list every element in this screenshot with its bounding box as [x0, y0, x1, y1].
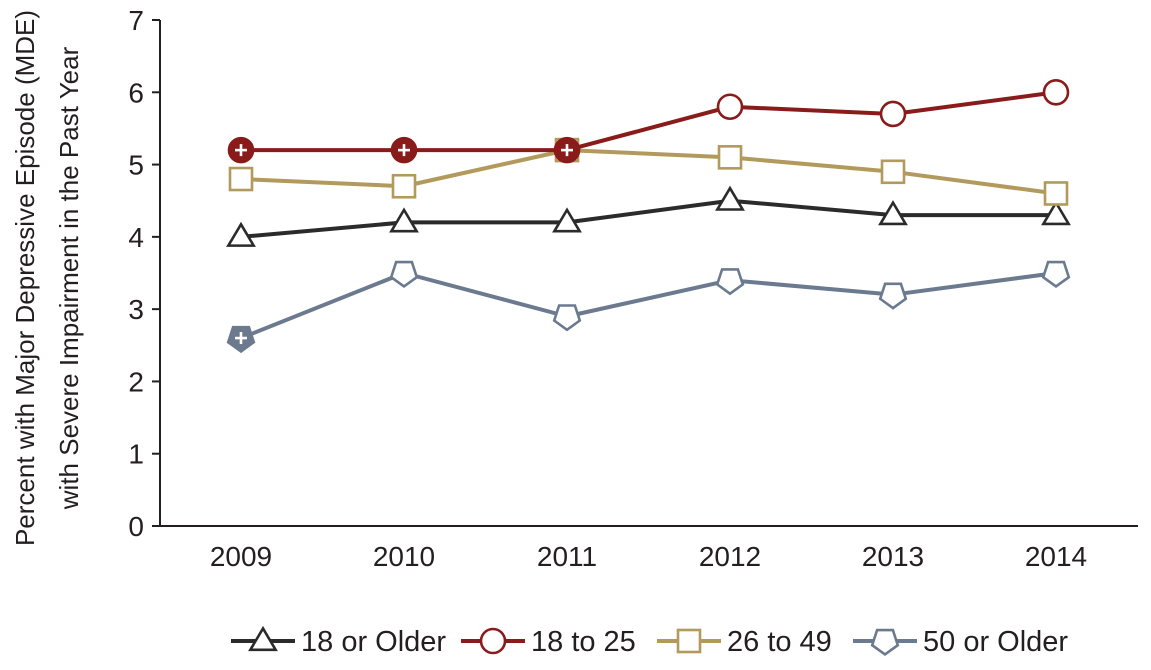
data-point-circle	[1042, 78, 1070, 106]
legend-item: 18 to 25	[461, 626, 636, 658]
legend-item: 26 to 49	[657, 626, 832, 658]
legend-item: 50 or Older	[853, 626, 1068, 658]
legend-label: 18 or Older	[301, 626, 446, 658]
x-axis-ticks: 2009 2010 2011 2012 2013 2014	[210, 541, 1087, 572]
data-point-triangle	[878, 200, 908, 226]
data-point-square	[717, 145, 743, 170]
legend-marker-circle	[479, 627, 507, 655]
significance-plus-icon	[235, 332, 247, 345]
series-18-to-25	[227, 78, 1070, 164]
significance-plus-icon	[398, 144, 410, 157]
y-tick-label: 2	[128, 366, 144, 397]
y-axis-title-line-1: Percent with Major Depressive Episode (M…	[10, 10, 40, 546]
data-point-pentagon	[878, 282, 908, 310]
y-tick-label: 0	[128, 511, 144, 542]
y-tick-label: 7	[128, 5, 144, 36]
series-line	[240, 148, 1057, 196]
x-tick-label: 2014	[1025, 541, 1087, 572]
legend-label: 26 to 49	[727, 626, 832, 658]
y-tick-label: 4	[128, 222, 144, 253]
legend-label: 18 to 25	[531, 626, 636, 658]
y-tick-label: 6	[128, 77, 144, 108]
data-point-square	[391, 173, 417, 199]
series-line	[240, 271, 1057, 340]
y-axis-title-line-2: with Severe Impairment in the Past Year	[54, 46, 84, 510]
data-point-pentagon	[552, 304, 582, 332]
y-axis-title: Percent with Major Depressive Episode (M…	[10, 10, 84, 546]
series-50-or-older	[226, 260, 1071, 354]
significance-plus-icon	[235, 144, 247, 157]
legend-marker-triangle	[248, 625, 278, 652]
data-point-square	[880, 159, 906, 185]
legend-marker-pentagon	[870, 628, 900, 657]
data-point-triangle	[552, 207, 582, 233]
data-point-circle	[716, 93, 744, 121]
legend-label: 50 or Older	[923, 626, 1068, 658]
significance-plus-icon	[561, 144, 573, 157]
series-line	[241, 90, 1057, 153]
legend-marker-square	[676, 628, 702, 654]
data-point-pentagon	[715, 268, 745, 296]
x-tick-label: 2013	[862, 541, 924, 572]
data-point-pentagon	[389, 260, 419, 289]
x-tick-label: 2009	[210, 541, 272, 572]
data-point-pentagon	[1041, 260, 1071, 289]
x-tick-label: 2011	[537, 541, 597, 572]
legend-item: 18 or Older	[231, 625, 446, 658]
series-18-or-older	[226, 185, 1071, 247]
data-point-triangle	[1041, 200, 1071, 226]
y-tick-label: 1	[128, 439, 144, 470]
data-point-triangle	[715, 185, 745, 211]
series-26-to-49	[228, 137, 1069, 206]
data-point-triangle	[226, 221, 256, 247]
data-point-triangle	[389, 207, 419, 233]
data-point-square	[228, 166, 254, 192]
data-point-circle	[879, 100, 907, 128]
data-point-square	[1043, 181, 1069, 206]
y-axis-ticks: 0 1 2 3 4 5 6 7	[128, 5, 160, 542]
x-tick-label: 2012	[699, 541, 761, 572]
x-tick-label: 2010	[373, 541, 435, 572]
y-tick-label: 3	[128, 294, 144, 325]
legend: 18 or Older 18 to 25 26 to 49 50 or Older	[231, 625, 1068, 658]
series-line	[240, 198, 1056, 239]
series-layer	[226, 78, 1071, 354]
y-tick-label: 5	[128, 150, 144, 181]
